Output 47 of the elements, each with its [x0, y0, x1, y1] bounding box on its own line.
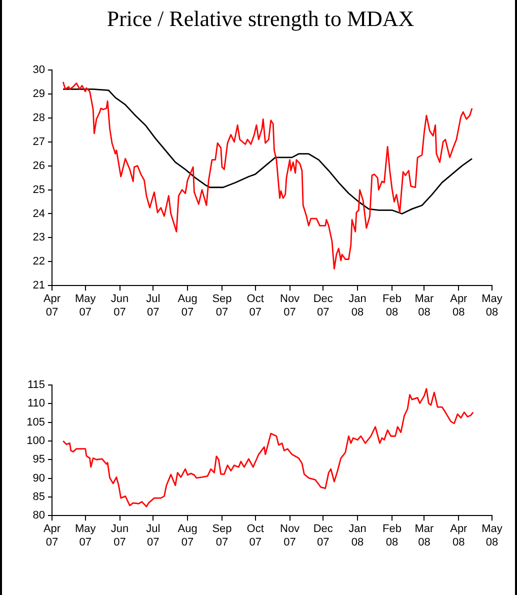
y-tick-label: 30 [32, 64, 45, 76]
y-tick-label: 95 [32, 454, 45, 466]
y-tick-label: 29 [32, 88, 45, 100]
x-tick-label: Jul 07 [146, 293, 160, 318]
y-tick-label: 28 [32, 112, 45, 124]
x-tick-label: Mar 08 [414, 293, 434, 318]
y-tick-label: 24 [32, 208, 45, 220]
y-tick-label: 115 [27, 379, 45, 392]
x-tick-label: Apr 07 [43, 293, 61, 318]
x-tick-label: May 07 [74, 523, 96, 548]
x-tick-label: May 08 [482, 523, 503, 548]
x-tick-label: Nov 07 [280, 293, 300, 318]
y-tick-label: 90 [32, 472, 45, 484]
x-tick-label: Sep 07 [212, 293, 232, 318]
x-tick-label: Sep 07 [212, 523, 232, 548]
x-tick-label: Jul 07 [146, 523, 160, 548]
x-tick-label: Dec 07 [313, 293, 334, 318]
y-tick-label: 23 [32, 232, 45, 244]
x-tick-label: May 08 [482, 293, 503, 318]
y-tick-label: 110 [27, 398, 45, 410]
x-tick-label: Aug 07 [178, 523, 198, 548]
x-tick-label: Aug 07 [178, 293, 198, 318]
x-tick-label: Mar 08 [414, 523, 434, 548]
x-tick-label: Jun 07 [110, 523, 129, 548]
x-tick-label: Dec 07 [313, 523, 334, 548]
x-tick-label: Apr 08 [450, 523, 468, 548]
x-tick-label: Oct 07 [246, 293, 264, 318]
chart-title: Price / Relative strength to MDAX [106, 5, 416, 33]
y-tick-label: 25 [32, 184, 45, 196]
x-tick-label: May 07 [74, 293, 96, 318]
x-tick-label: Jan 08 [348, 523, 366, 548]
y-tick-label: 80 [32, 510, 45, 522]
x-tick-label: Nov 07 [280, 523, 300, 548]
x-tick-label: Oct 07 [246, 523, 264, 548]
y-tick-label: 27 [32, 136, 45, 148]
x-tick-label: Feb 08 [382, 293, 402, 318]
x-tick-label: Jun 07 [110, 293, 129, 318]
x-tick-label: Feb 08 [382, 523, 402, 548]
x-tick-label: Apr 08 [450, 293, 468, 318]
y-tick-label: 100 [26, 435, 45, 448]
y-tick-label: 26 [32, 160, 45, 172]
y-tick-label: 105 [26, 416, 45, 428]
x-tick-label: Jan 08 [348, 293, 366, 318]
y-tick-label: 22 [32, 256, 45, 268]
y-tick-label: 85 [32, 490, 45, 503]
y-tick-label: 21 [32, 280, 45, 292]
x-tick-label: Apr 07 [43, 523, 61, 548]
